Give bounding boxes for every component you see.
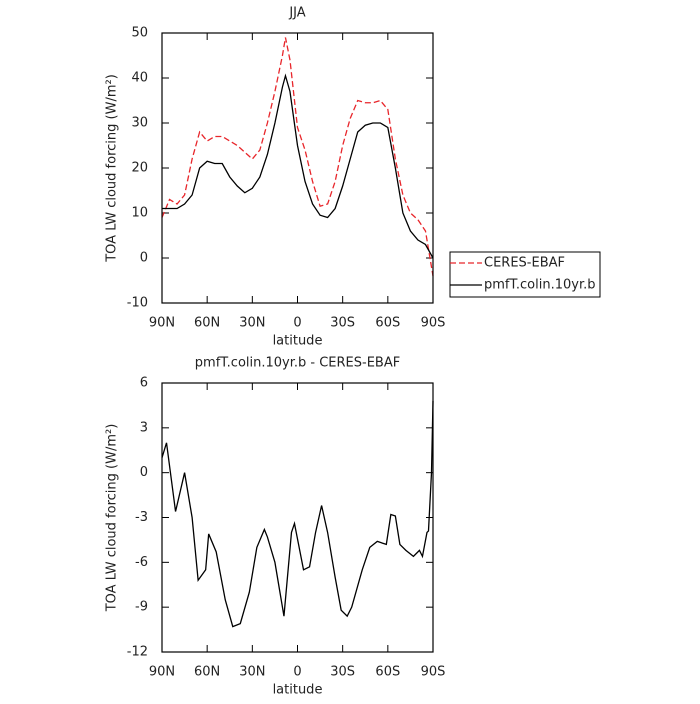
- series-line: [162, 73, 434, 259]
- x-tick-label: 30S: [330, 665, 355, 680]
- y-tick-label: -9: [135, 600, 148, 615]
- y-tick-label: 50: [131, 26, 148, 41]
- legend-label: CERES-EBAF: [484, 256, 565, 271]
- legend-label: pmfT.colin.10yr.b: [484, 278, 596, 293]
- y-tick-label: 0: [140, 251, 148, 266]
- legend-box: [449, 251, 601, 298]
- y-axis-label: TOA LW cloud forcing (W/m²): [105, 424, 120, 613]
- y-tick-label: 3: [140, 420, 148, 435]
- y-tick-label: -10: [127, 296, 148, 311]
- x-tick-label: 60S: [375, 665, 400, 680]
- y-tick-label: 40: [131, 71, 148, 86]
- plot-frame: [161, 382, 434, 653]
- x-tick-label: 30N: [239, 316, 265, 331]
- x-tick-label: 0: [293, 316, 301, 331]
- y-tick-label: 20: [131, 161, 148, 176]
- x-tick-label: 90S: [421, 665, 446, 680]
- y-tick-label: -3: [135, 510, 148, 525]
- plot-frame: [161, 32, 434, 304]
- y-tick-label: -6: [135, 555, 148, 570]
- series-line: [161, 37, 434, 277]
- y-tick-label: 10: [131, 206, 148, 221]
- x-axis-label: latitude: [273, 334, 323, 349]
- series-line: [161, 400, 434, 628]
- x-tick-label: 0: [293, 665, 301, 680]
- x-tick-label: 60N: [194, 316, 220, 331]
- y-axis-label: TOA LW cloud forcing (W/m²): [105, 74, 120, 263]
- chart-title: JJA: [288, 6, 305, 21]
- y-tick-label: -12: [127, 645, 148, 660]
- y-tick-label: 0: [140, 465, 148, 480]
- x-axis-label: latitude: [273, 683, 323, 698]
- chart-title: pmfT.colin.10yr.b - CERES-EBAF: [195, 356, 400, 371]
- x-tick-label: 60N: [194, 665, 220, 680]
- x-tick-label: 30S: [330, 316, 355, 331]
- x-tick-label: 90N: [149, 316, 175, 331]
- y-tick-label: 6: [140, 376, 148, 391]
- x-tick-label: 90N: [149, 665, 175, 680]
- y-tick-label: 30: [131, 116, 148, 131]
- x-tick-label: 30N: [239, 665, 265, 680]
- x-tick-label: 90S: [421, 316, 446, 331]
- x-tick-label: 60S: [375, 316, 400, 331]
